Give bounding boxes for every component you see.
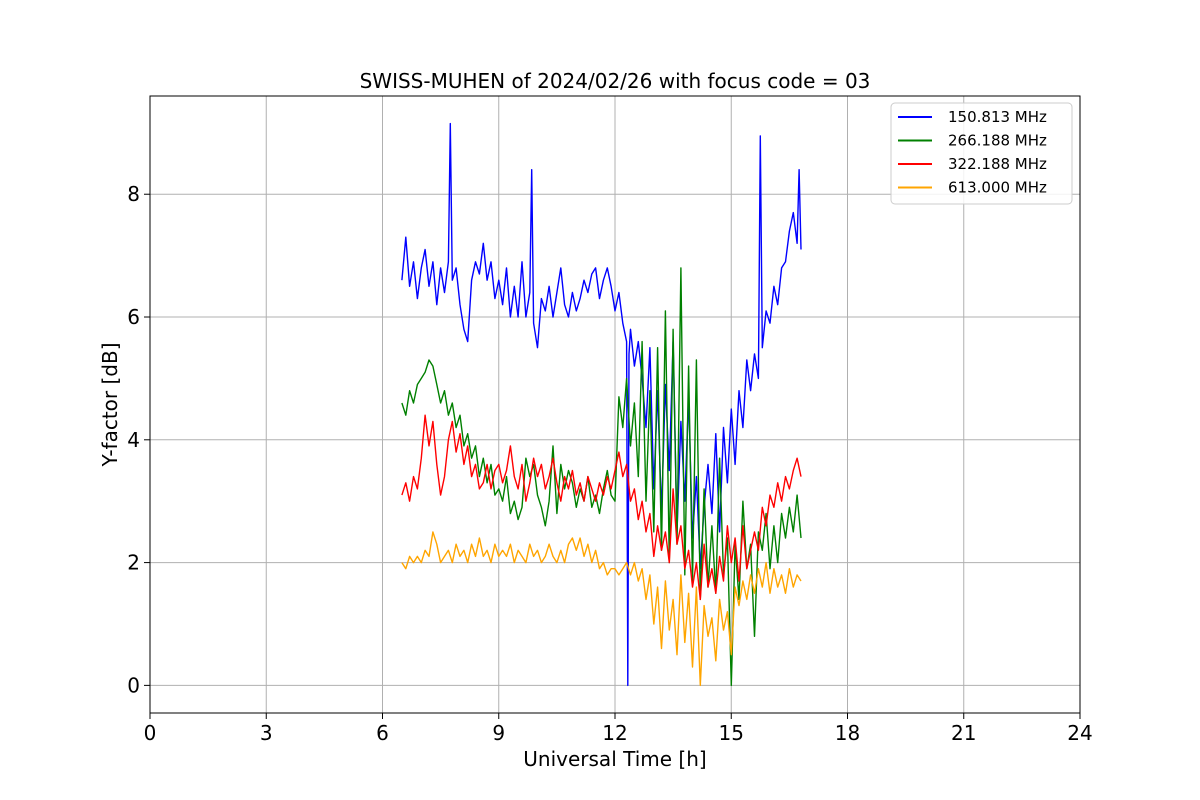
x-axis: 0 3 6 9 12 15 18 21 24 <box>144 713 1093 745</box>
legend-label: 322.188 MHz <box>948 155 1047 173</box>
legend-label: 266.188 MHz <box>948 132 1047 150</box>
legend-label: 150.813 MHz <box>948 108 1047 126</box>
x-tick-label: 0 <box>144 721 157 745</box>
series-line-1 <box>401 122 802 687</box>
series-line-2 <box>401 267 802 687</box>
series-line-4 <box>401 531 802 687</box>
y-axis: 0 2 4 6 8 <box>127 182 150 697</box>
x-tick-label: 15 <box>719 721 744 745</box>
series-line-3 <box>401 414 802 601</box>
y-axis-label: Y-factor [dB] <box>98 342 122 467</box>
y-tick-label: 6 <box>127 305 140 329</box>
legend: 150.813 MHz 266.188 MHz 322.188 MHz 613.000… <box>890 102 1073 205</box>
y-tick-label: 2 <box>127 551 140 575</box>
x-tick-label: 6 <box>376 721 389 745</box>
x-tick-label: 24 <box>1067 721 1092 745</box>
series-layer <box>401 122 802 687</box>
x-tick-label: 3 <box>260 721 273 745</box>
x-tick-label: 9 <box>492 721 505 745</box>
x-tick-label: 21 <box>951 721 976 745</box>
chart-title: SWISS-MUHEN of 2024/02/26 with focus cod… <box>360 69 871 93</box>
x-tick-label: 18 <box>835 721 860 745</box>
y-tick-label: 8 <box>127 182 140 206</box>
legend-box <box>890 102 1073 205</box>
y-tick-label: 4 <box>127 428 140 452</box>
x-axis-label: Universal Time [h] <box>523 747 706 771</box>
legend-label: 613.000 MHz <box>948 179 1047 197</box>
x-tick-label: 12 <box>602 721 627 745</box>
y-tick-label: 0 <box>127 673 140 697</box>
